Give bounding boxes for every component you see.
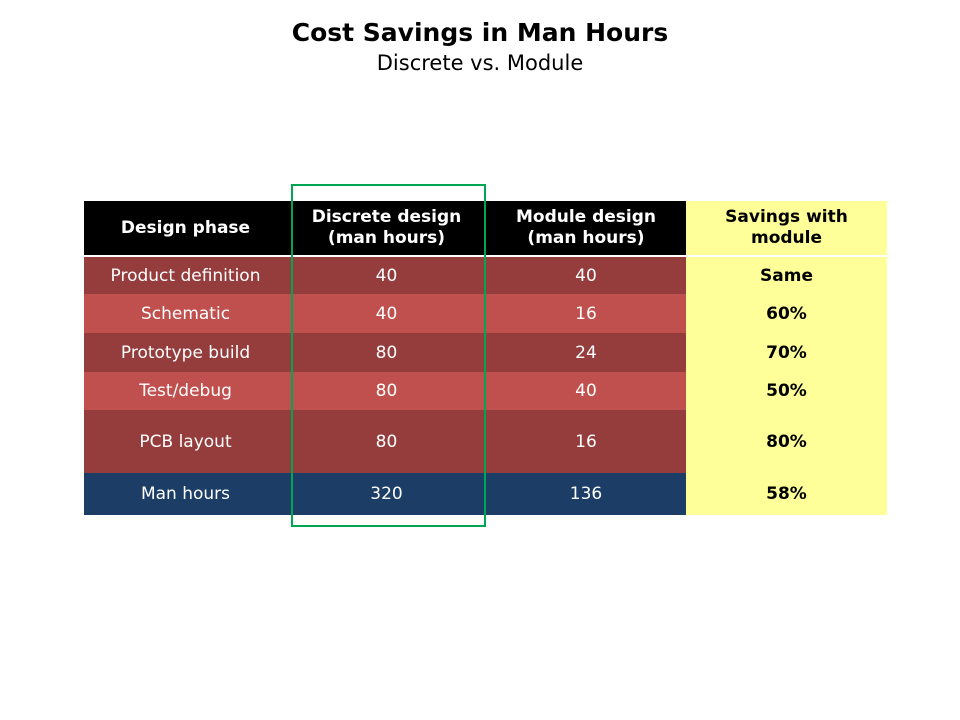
phase-cell: Prototype build bbox=[84, 333, 287, 372]
slide-subtitle: Discrete vs. Module bbox=[376, 51, 584, 75]
total-row: Man hours 320 136 58% bbox=[84, 473, 887, 515]
table-row: PCB layout 80 16 80% bbox=[84, 410, 887, 473]
savings-cell: 50% bbox=[686, 372, 887, 410]
discrete-cell: 80 bbox=[287, 333, 486, 372]
header-design-phase: Design phase bbox=[84, 201, 287, 257]
phase-cell: Man hours bbox=[84, 473, 287, 515]
header-discrete: Discrete design (man hours) bbox=[287, 201, 486, 257]
cost-savings-table: Design phase Discrete design (man hours)… bbox=[84, 201, 887, 515]
table-row: Product definition 40 40 Same bbox=[84, 256, 887, 294]
module-cell: 16 bbox=[486, 410, 686, 473]
savings-cell: Same bbox=[686, 256, 887, 294]
savings-cell: 58% bbox=[686, 473, 887, 515]
discrete-cell: 80 bbox=[287, 372, 486, 410]
savings-cell: 70% bbox=[686, 333, 887, 372]
module-cell: 136 bbox=[486, 473, 686, 515]
module-cell: 24 bbox=[486, 333, 686, 372]
savings-cell: 80% bbox=[686, 410, 887, 473]
module-cell: 40 bbox=[486, 256, 686, 294]
header-savings: Savings with module bbox=[686, 201, 887, 257]
phase-cell: Product definition bbox=[84, 256, 287, 294]
table-row: Schematic 40 16 60% bbox=[84, 294, 887, 333]
header-row: Design phase Discrete design (man hours)… bbox=[84, 201, 887, 257]
discrete-cell: 320 bbox=[287, 473, 486, 515]
discrete-column-highlight bbox=[291, 184, 486, 527]
discrete-cell: 40 bbox=[287, 256, 486, 294]
discrete-cell: 80 bbox=[287, 410, 486, 473]
phase-cell: Test/debug bbox=[84, 372, 287, 410]
table-row: Test/debug 80 40 50% bbox=[84, 372, 887, 410]
discrete-cell: 40 bbox=[287, 294, 486, 333]
header-module: Module design (man hours) bbox=[486, 201, 686, 257]
phase-cell: PCB layout bbox=[84, 410, 287, 473]
table-row: Prototype build 80 24 70% bbox=[84, 333, 887, 372]
slide-title: Cost Savings in Man Hours bbox=[291, 18, 669, 47]
module-cell: 40 bbox=[486, 372, 686, 410]
phase-cell: Schematic bbox=[84, 294, 287, 333]
savings-cell: 60% bbox=[686, 294, 887, 333]
module-cell: 16 bbox=[486, 294, 686, 333]
